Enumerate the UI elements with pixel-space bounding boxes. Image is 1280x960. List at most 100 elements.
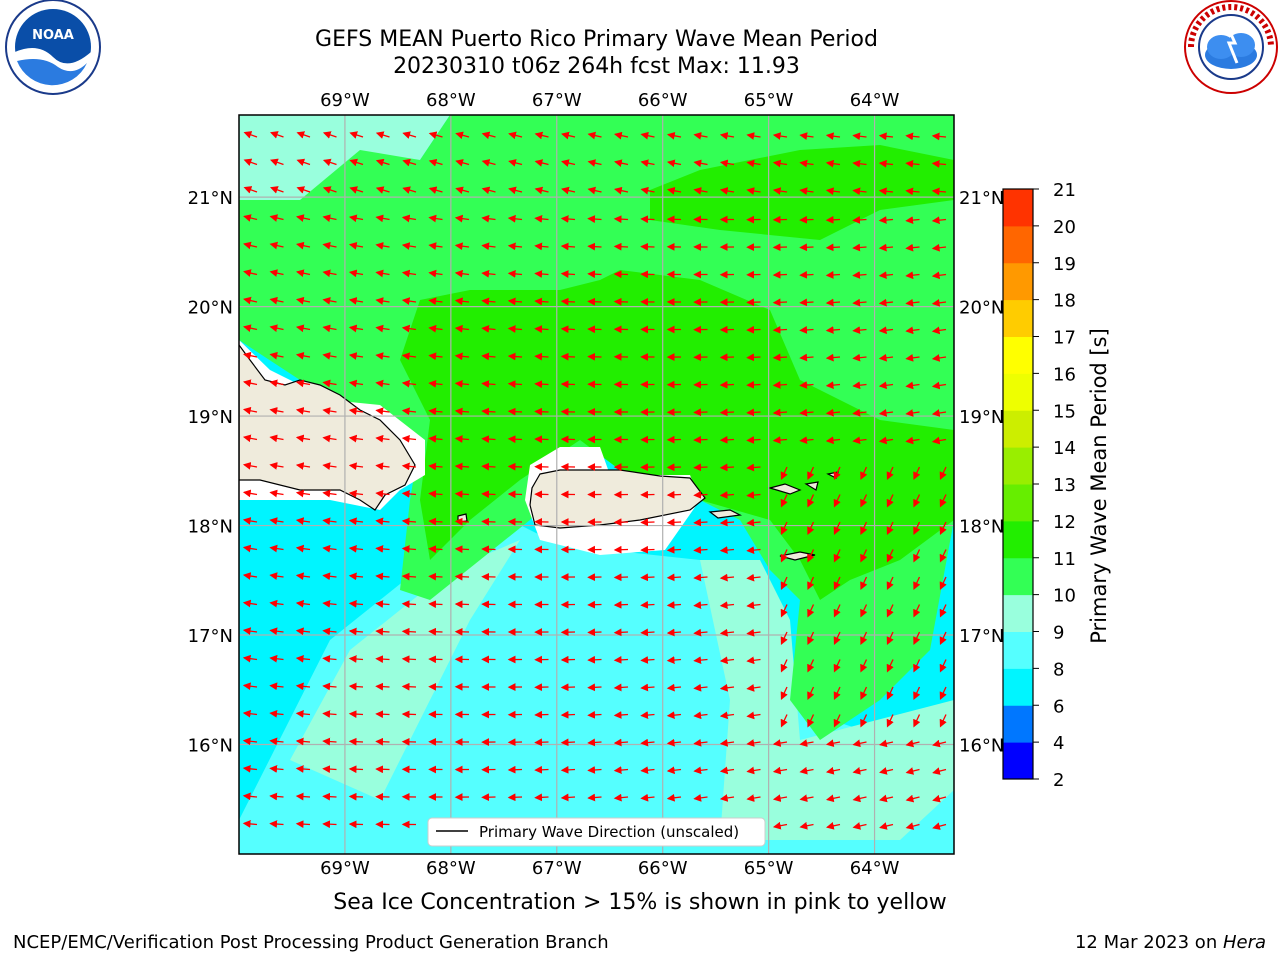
wave-arrow (322, 352, 337, 360)
colorbar-tick-label: 12 (1053, 512, 1076, 533)
wave-arrow (242, 572, 258, 580)
wave-arrow (534, 765, 549, 774)
wave-arrow (507, 270, 523, 278)
wave-arrow (481, 297, 496, 306)
wave-arrow (507, 242, 523, 251)
wave-arrow (905, 243, 920, 252)
wave-arrow (640, 656, 655, 664)
wave-arrow (560, 710, 576, 719)
wave-arrow (905, 216, 920, 224)
wave-arrow (295, 710, 311, 718)
wave-arrow (746, 683, 761, 692)
wave-arrow (640, 573, 655, 582)
wave-arrow (905, 271, 920, 280)
wave-arrow (860, 494, 868, 508)
wave-arrow (807, 466, 815, 480)
footer-host: Hera (1222, 932, 1266, 953)
wave-arrow (269, 434, 284, 443)
wave-arrow (534, 793, 549, 802)
lat-label-right: 17°N (959, 626, 1004, 647)
wave-arrow (322, 297, 337, 305)
wave-arrow (640, 545, 655, 554)
wave-arrow (348, 241, 364, 250)
wave-arrow (878, 326, 894, 335)
lon-label-top: 64°W (850, 90, 900, 111)
wave-arrow (507, 214, 523, 223)
wave-arrow (454, 297, 470, 306)
wave-arrow (825, 436, 841, 445)
wave-arrow (269, 737, 284, 746)
wave-arrow (534, 159, 549, 167)
lat-label-right: 16°N (959, 736, 1004, 757)
wave-arrow (295, 544, 311, 553)
wave-arrow (799, 794, 814, 803)
wave-arrow (693, 766, 708, 775)
wave-arrow (799, 739, 814, 747)
wave-arrow (348, 572, 364, 581)
wave-arrow (428, 297, 443, 306)
wave-arrow (455, 131, 470, 140)
wave-arrow (931, 409, 947, 417)
wave-arrow (852, 767, 867, 775)
wave-arrow (878, 216, 894, 224)
wave-arrow (852, 326, 867, 335)
wave-arrow (348, 517, 364, 526)
wave-arrow (913, 686, 921, 700)
wave-arrow (939, 604, 947, 618)
wave-arrow (269, 269, 284, 277)
lat-label-left: 16°N (188, 736, 233, 757)
wave-arrow (296, 131, 311, 139)
wave-arrow (455, 186, 470, 195)
wave-arrow (799, 159, 814, 168)
wave-arrow (799, 270, 814, 279)
wave-arrow (454, 352, 470, 361)
wave-arrow (852, 216, 867, 224)
wave-arrow (269, 462, 284, 470)
wave-arrow (243, 214, 258, 222)
wave-arrow (666, 545, 682, 554)
wave-arrow (269, 351, 284, 360)
wave-arrow (375, 158, 390, 167)
colorbar-tick-label: 13 (1053, 475, 1076, 496)
wave-arrow (772, 270, 788, 279)
wave-arrow (401, 297, 417, 305)
wave-arrow (348, 544, 364, 553)
wave-arrow (780, 576, 788, 590)
wave-arrow (322, 655, 337, 663)
lon-label-top: 67°W (532, 90, 582, 111)
wave-arrow (693, 490, 708, 499)
wave-arrow (322, 517, 337, 526)
colorbar-segment (1003, 520, 1033, 559)
wave-arrow (693, 573, 708, 582)
wave-arrow (295, 792, 311, 801)
wave-arrow (348, 655, 364, 663)
wave-arrow (560, 325, 576, 334)
wave-arrow (454, 324, 470, 333)
wave-arrow (454, 269, 470, 278)
wave-arrow (454, 380, 470, 388)
wave-arrow (799, 408, 814, 417)
wave-arrow (375, 517, 390, 526)
wave-arrow (666, 656, 682, 664)
wave-arrow (401, 682, 417, 691)
wave-arrow (833, 521, 841, 535)
wave-arrow (349, 158, 364, 167)
wave-arrow (799, 298, 814, 307)
wave-arrow (481, 159, 496, 167)
wave-arrow (913, 549, 921, 563)
wave-arrow (905, 326, 920, 335)
wave-arrow (913, 631, 921, 645)
wave-arrow (295, 489, 311, 498)
wave-arrow (349, 131, 364, 139)
wave-arrow (560, 297, 576, 306)
wave-arrow (905, 159, 920, 168)
wave-arrow (507, 325, 523, 333)
wave-arrow (879, 794, 894, 803)
wave-arrow (560, 270, 576, 278)
wave-arrow (534, 325, 549, 333)
colorbar-segment (1003, 594, 1033, 632)
wave-arrow (428, 158, 443, 167)
wave-arrow (860, 686, 868, 700)
wave-arrow (428, 545, 443, 553)
wave-arrow (322, 131, 337, 139)
